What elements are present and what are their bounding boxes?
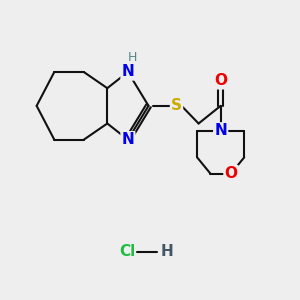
Text: O: O — [224, 166, 238, 181]
Text: Cl: Cl — [119, 244, 135, 259]
Text: H: H — [128, 51, 137, 64]
Text: N: N — [214, 123, 227, 138]
Text: S: S — [171, 98, 182, 113]
Text: H: H — [160, 244, 173, 259]
Text: O: O — [214, 73, 227, 88]
Text: N: N — [122, 64, 134, 80]
Text: N: N — [122, 132, 134, 147]
